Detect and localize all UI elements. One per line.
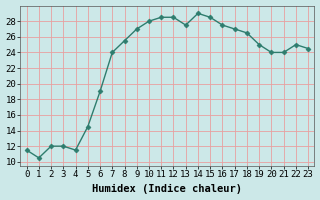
X-axis label: Humidex (Indice chaleur): Humidex (Indice chaleur) (92, 184, 242, 194)
